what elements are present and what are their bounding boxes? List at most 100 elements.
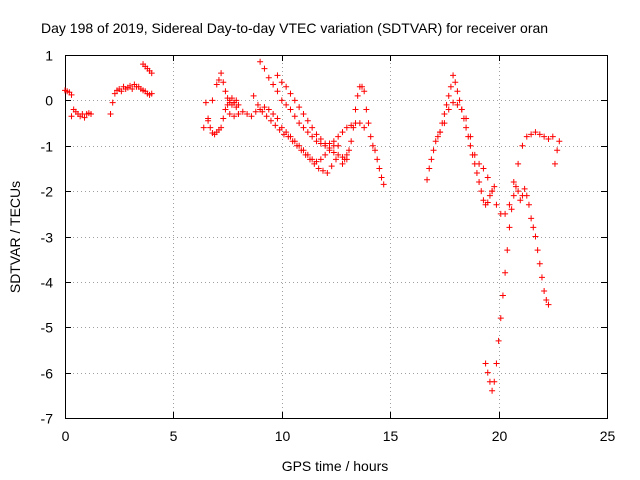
data-point (205, 115, 212, 122)
data-point (88, 110, 95, 117)
data-point (309, 124, 316, 131)
data-point (224, 95, 231, 102)
data-point (280, 131, 287, 138)
data-point (265, 106, 272, 113)
data-point (348, 138, 355, 145)
data-point (515, 188, 522, 195)
data-point (350, 124, 357, 131)
data-point (341, 156, 348, 163)
data-point (541, 133, 548, 140)
series-arc-14 (482, 183, 552, 394)
data-point (129, 86, 136, 93)
data-point (317, 135, 324, 142)
data-point (278, 79, 285, 86)
x-tick-label: 5 (170, 428, 178, 444)
data-point (209, 97, 216, 104)
data-point (374, 156, 381, 163)
y-axis-label: SDTVAR / TECUs (7, 181, 23, 293)
data-point (265, 74, 272, 81)
data-point (480, 165, 487, 172)
data-point (450, 99, 457, 106)
data-point (222, 106, 229, 113)
data-point (504, 247, 511, 254)
data-point (356, 120, 363, 127)
data-point (335, 142, 342, 149)
data-point (354, 92, 361, 99)
data-point (333, 156, 339, 163)
data-point (291, 97, 298, 104)
data-point (454, 101, 461, 108)
data-point (293, 142, 300, 149)
data-point (437, 129, 444, 136)
data-point (445, 106, 452, 113)
data-point (313, 138, 320, 145)
data-point (324, 169, 331, 176)
data-point (463, 115, 470, 122)
data-point (545, 301, 552, 308)
y-tick-label: 1 (45, 48, 53, 64)
grid (65, 55, 607, 418)
data-point (304, 117, 311, 124)
data-point (339, 129, 346, 136)
data-point (445, 92, 452, 99)
y-tick-label: -5 (41, 320, 54, 336)
data-point (443, 101, 450, 108)
data-point (430, 147, 437, 154)
data-point (493, 201, 500, 208)
series-arc-11 (339, 83, 387, 188)
data-point (489, 387, 496, 394)
data-point (486, 192, 493, 199)
data-point (441, 120, 448, 127)
data-point (493, 360, 500, 367)
data-point (68, 91, 75, 98)
data-point (289, 138, 296, 145)
data-point (361, 88, 368, 95)
data-point (536, 260, 543, 267)
data-point (499, 292, 506, 299)
data-point (361, 124, 368, 131)
data-point (458, 106, 465, 113)
data-point (68, 113, 75, 120)
data-point (517, 197, 524, 204)
data-point (322, 140, 329, 147)
data-point (502, 210, 509, 217)
data-point (467, 142, 474, 149)
data-point (495, 337, 502, 344)
y-tick-label: -3 (41, 230, 54, 246)
data-point (274, 115, 281, 122)
data-point (304, 129, 311, 136)
data-point (285, 133, 292, 140)
data-point (306, 156, 313, 163)
data-point (244, 110, 251, 117)
y-tick-label: -7 (41, 411, 54, 427)
series-arc-15 (551, 138, 563, 167)
data-point (543, 297, 550, 304)
y-tick-label: 0 (45, 93, 53, 109)
series-arc-6 (200, 70, 242, 131)
data-point (287, 90, 294, 97)
data-point (359, 83, 366, 90)
data-point (551, 160, 558, 167)
series-arc-9 (257, 58, 368, 149)
data-point (220, 79, 227, 86)
data-point (506, 201, 513, 208)
data-point (491, 183, 498, 190)
data-point (202, 99, 209, 106)
data-point (471, 151, 478, 158)
data-point (352, 106, 359, 113)
data-point (521, 185, 528, 192)
data-point (508, 206, 515, 213)
data-point (235, 101, 242, 108)
data-point (127, 82, 134, 89)
data-point (274, 88, 281, 95)
y-tick-label: -2 (41, 184, 54, 200)
data-point (367, 133, 374, 140)
axis-ticks (65, 55, 608, 419)
data-point (276, 126, 283, 133)
data-point (372, 147, 379, 154)
series-arc-13 (437, 99, 556, 217)
data-point (270, 110, 277, 117)
data-point (473, 169, 480, 176)
data-point (270, 81, 277, 88)
